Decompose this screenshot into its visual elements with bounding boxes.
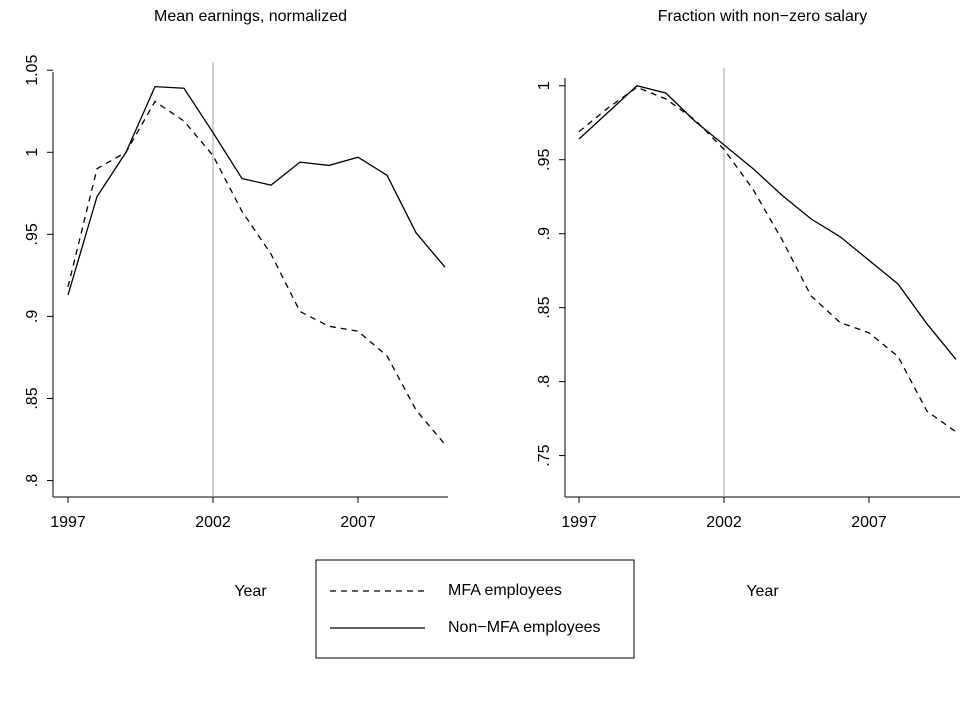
x-tick-label: 2007 xyxy=(340,514,376,531)
legend-box xyxy=(315,559,635,659)
series-line xyxy=(578,86,957,433)
legend-label: Non−MFA employees xyxy=(448,619,601,636)
y-tick-label: .85 xyxy=(24,387,41,409)
y-tick-label: .95 xyxy=(24,223,41,245)
series-line xyxy=(67,100,446,445)
x-tick-label: 2007 xyxy=(851,514,887,531)
series-line xyxy=(67,85,446,296)
y-tick-label: .85 xyxy=(536,296,553,318)
y-tick-label: .9 xyxy=(536,227,553,240)
y-tick-label: 1.05 xyxy=(24,55,41,86)
y-tick-label: 1 xyxy=(536,81,553,90)
x-axis-label: Year xyxy=(746,583,779,600)
y-tick-label: .95 xyxy=(536,148,553,170)
series-line xyxy=(578,85,957,360)
x-tick-label: 2002 xyxy=(706,514,742,531)
legend-label: MFA employees xyxy=(448,582,562,599)
y-tick-label: .9 xyxy=(24,310,41,323)
y-tick-label: .8 xyxy=(24,474,41,487)
x-tick-label: 2002 xyxy=(195,514,231,531)
x-axis-label: Year xyxy=(234,583,267,600)
y-tick-label: .8 xyxy=(536,375,553,388)
x-tick-label: 1997 xyxy=(561,514,597,531)
chart-title: Mean earnings, normalized xyxy=(154,8,347,25)
x-tick-label: 1997 xyxy=(50,514,86,531)
y-tick-label: 1 xyxy=(24,148,41,157)
y-tick-label: .75 xyxy=(536,444,553,466)
chart-title: Fraction with non−zero salary xyxy=(658,8,867,25)
